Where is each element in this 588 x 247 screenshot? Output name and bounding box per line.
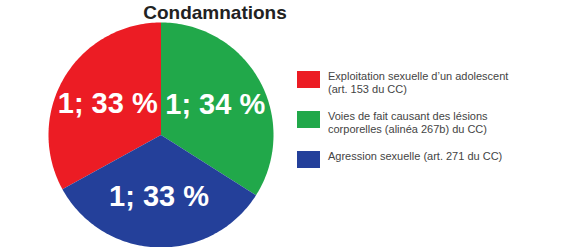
svg-text:1; 33 %: 1; 33 % [109,180,209,212]
html-text:Agression sexuelle (art. 271 d: Agression sexuelle (art. 271 du CC) [328,150,503,162]
html-text:Voies de fait causant des lési: Voies de fait causant des lésions corpor… [328,110,488,135]
svg-text:1; 33 %: 1; 33 % [58,87,158,119]
html-text:Exploitation sexuelle d’un ado: Exploitation sexuelle d’un adolescent (a… [328,70,509,95]
html-text:Condamnations: Condamnations [143,2,287,23]
svg-text:1; 34 %: 1; 34 % [165,88,265,120]
